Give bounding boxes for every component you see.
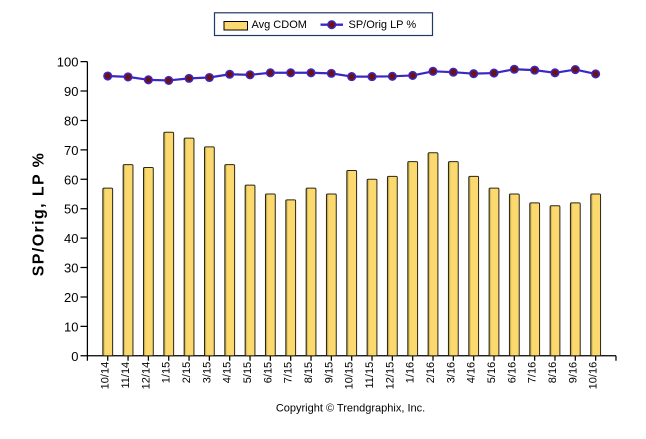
svg-text:3/15: 3/15: [201, 362, 213, 383]
svg-text:1/16: 1/16: [405, 362, 417, 383]
svg-text:5/16: 5/16: [486, 362, 498, 383]
svg-text:70: 70: [64, 143, 78, 158]
svg-text:4/15: 4/15: [222, 362, 234, 383]
svg-text:11/14: 11/14: [120, 362, 132, 389]
svg-text:Copyright © Trendgraphix, Inc.: Copyright © Trendgraphix, Inc.: [276, 403, 425, 415]
svg-text:40: 40: [64, 231, 78, 246]
svg-text:9/15: 9/15: [323, 362, 335, 383]
svg-text:6/16: 6/16: [506, 362, 518, 383]
svg-text:12/14: 12/14: [140, 362, 152, 390]
svg-text:6/15: 6/15: [262, 362, 274, 383]
svg-text:9/16: 9/16: [567, 362, 579, 383]
svg-text:4/16: 4/16: [466, 362, 478, 383]
svg-text:7/15: 7/15: [283, 362, 295, 383]
svg-text:12/15: 12/15: [384, 362, 396, 390]
svg-text:7/16: 7/16: [527, 362, 539, 383]
svg-text:80: 80: [64, 113, 78, 128]
svg-text:8/15: 8/15: [303, 362, 315, 383]
svg-text:SP/Orig, LP %: SP/Orig, LP %: [31, 152, 48, 277]
svg-text:30: 30: [64, 261, 78, 276]
svg-text:50: 50: [64, 202, 78, 217]
svg-text:5/15: 5/15: [242, 362, 254, 383]
svg-text:20: 20: [64, 290, 78, 305]
svg-text:10: 10: [64, 319, 78, 334]
svg-text:60: 60: [64, 172, 78, 187]
svg-text:SP/Orig LP %: SP/Orig LP %: [349, 19, 417, 31]
svg-text:2/15: 2/15: [181, 362, 193, 383]
svg-text:8/16: 8/16: [547, 362, 559, 383]
svg-text:0: 0: [71, 349, 78, 364]
svg-text:10/15: 10/15: [344, 362, 356, 390]
svg-text:Avg CDOM: Avg CDOM: [252, 19, 307, 31]
svg-text:100: 100: [57, 55, 79, 70]
svg-text:10/16: 10/16: [588, 362, 600, 390]
svg-text:2/16: 2/16: [425, 362, 437, 383]
svg-text:10/14: 10/14: [100, 362, 112, 390]
svg-text:11/15: 11/15: [364, 362, 376, 389]
svg-text:3/16: 3/16: [445, 362, 457, 383]
svg-text:90: 90: [64, 84, 78, 99]
svg-text:1/15: 1/15: [161, 362, 173, 383]
